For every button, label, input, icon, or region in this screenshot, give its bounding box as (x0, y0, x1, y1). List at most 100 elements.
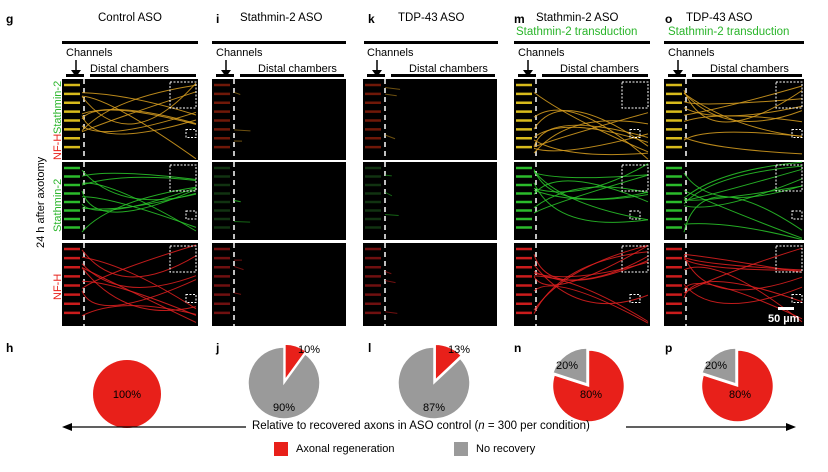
scale-bar-label: 50 µm (768, 313, 800, 325)
axon-trace (533, 139, 649, 156)
axon-trace (683, 137, 803, 155)
channels-arrowhead (673, 70, 683, 77)
header-rule-i (212, 41, 346, 44)
channels-label: Channels (518, 47, 565, 59)
axon-trace (533, 255, 649, 281)
distal-bar (391, 74, 495, 77)
pie-letter-h: h (6, 341, 13, 355)
distal-bar (240, 74, 344, 77)
axon-trace (533, 182, 649, 223)
channels-bar (66, 74, 84, 77)
channels-label: Channels (668, 47, 715, 59)
panel-letter-o: o (665, 12, 673, 26)
distal-bar (542, 74, 648, 77)
footer-suffix: = 300 per condition) (484, 420, 590, 432)
axon-trace (81, 249, 197, 278)
channels-label: Channels (367, 47, 414, 59)
panel-title-i: Stathmin-2 ASO (240, 12, 323, 24)
axon-trace (533, 92, 649, 153)
axon-trace (81, 172, 197, 180)
axon-stub (233, 292, 242, 295)
roi-box (185, 129, 197, 138)
axon-trace (683, 247, 803, 294)
axon-trace (533, 112, 649, 148)
panel-letter-k: k (368, 12, 375, 26)
axon-trace (81, 256, 197, 310)
roi-box (629, 294, 641, 303)
pie-slice-regeneration (434, 343, 463, 382)
pie-slice-norecovery (551, 347, 588, 386)
axon-trace (683, 178, 803, 208)
pie-letter-l: l (368, 341, 371, 355)
roi-box (185, 210, 197, 220)
axon-trace (533, 264, 649, 305)
axon-trace (81, 176, 197, 186)
axon-trace (683, 168, 803, 201)
channels-arrowhead (372, 70, 382, 77)
axon-trace (683, 223, 803, 241)
inset-box (169, 164, 197, 192)
inset-box (169, 81, 197, 109)
axon-trace (683, 283, 803, 305)
roi-box (185, 294, 197, 303)
axon-trace (81, 187, 197, 211)
pie-letter-p: p (665, 341, 672, 355)
inset-box (775, 245, 803, 273)
axon-trace (81, 196, 197, 228)
axon-trace (533, 120, 649, 154)
axon-trace (81, 91, 197, 133)
pie-slice-norecovery (700, 347, 737, 386)
axon-trace (81, 115, 197, 135)
axon-trace (81, 109, 197, 125)
axon-stub (384, 311, 398, 314)
axon-trace (683, 281, 803, 303)
pie-label-norecovery: 20% (705, 360, 727, 372)
axon-trace (81, 92, 197, 116)
channels-label: Channels (216, 47, 263, 59)
axon-trace (533, 124, 649, 147)
axon-stub (384, 93, 397, 97)
roi-box (791, 210, 803, 220)
channels-arrowhead (523, 70, 533, 77)
legend-swatch-norecovery (454, 442, 468, 456)
pie-label-regeneration: 13% (448, 344, 470, 356)
legend-swatch-regeneration (274, 442, 288, 456)
pie-label-norecovery: 90% (273, 402, 295, 414)
axon-stub (384, 191, 393, 197)
inset-box (621, 164, 649, 192)
inset-box (621, 245, 649, 273)
axon-trace (533, 110, 649, 147)
axon-stub (384, 270, 392, 275)
inset-box (169, 245, 197, 273)
axon-trace (533, 133, 649, 152)
axon-trace (81, 108, 197, 125)
micrograph (664, 243, 804, 326)
pie-label-regeneration: 10% (298, 344, 320, 356)
channels-arrowhead (221, 70, 231, 77)
axon-stub (384, 174, 392, 177)
panel-letter-i: i (216, 12, 220, 26)
axon-trace (683, 115, 803, 123)
channels-arrowhead (71, 70, 81, 77)
pie-slice-regeneration (551, 349, 626, 423)
axon-stub (384, 213, 399, 217)
axon-trace (533, 285, 649, 324)
panel-title-m: Stathmin-2 ASO (536, 12, 619, 24)
distal-chambers-label: Distal chambers (258, 63, 337, 75)
axon-trace (81, 169, 197, 201)
axon-trace (683, 196, 803, 233)
pie-label-norecovery: 20% (556, 360, 578, 372)
axon-trace (533, 109, 649, 160)
distal-chambers-label: Distal chambers (90, 63, 169, 75)
pie-label-norecovery: 87% (423, 402, 445, 414)
distal-chambers-label: Distal chambers (560, 63, 639, 75)
scale-bar (778, 307, 794, 310)
panel-subtitle-m: Stathmin-2 transduction (516, 26, 638, 38)
axon-trace (683, 98, 803, 105)
header-rule-g (62, 41, 198, 44)
pie-label-regeneration: 100% (113, 389, 141, 401)
axon-trace (533, 186, 649, 209)
pie-letter-n: n (514, 341, 521, 355)
axon-trace (533, 244, 649, 311)
